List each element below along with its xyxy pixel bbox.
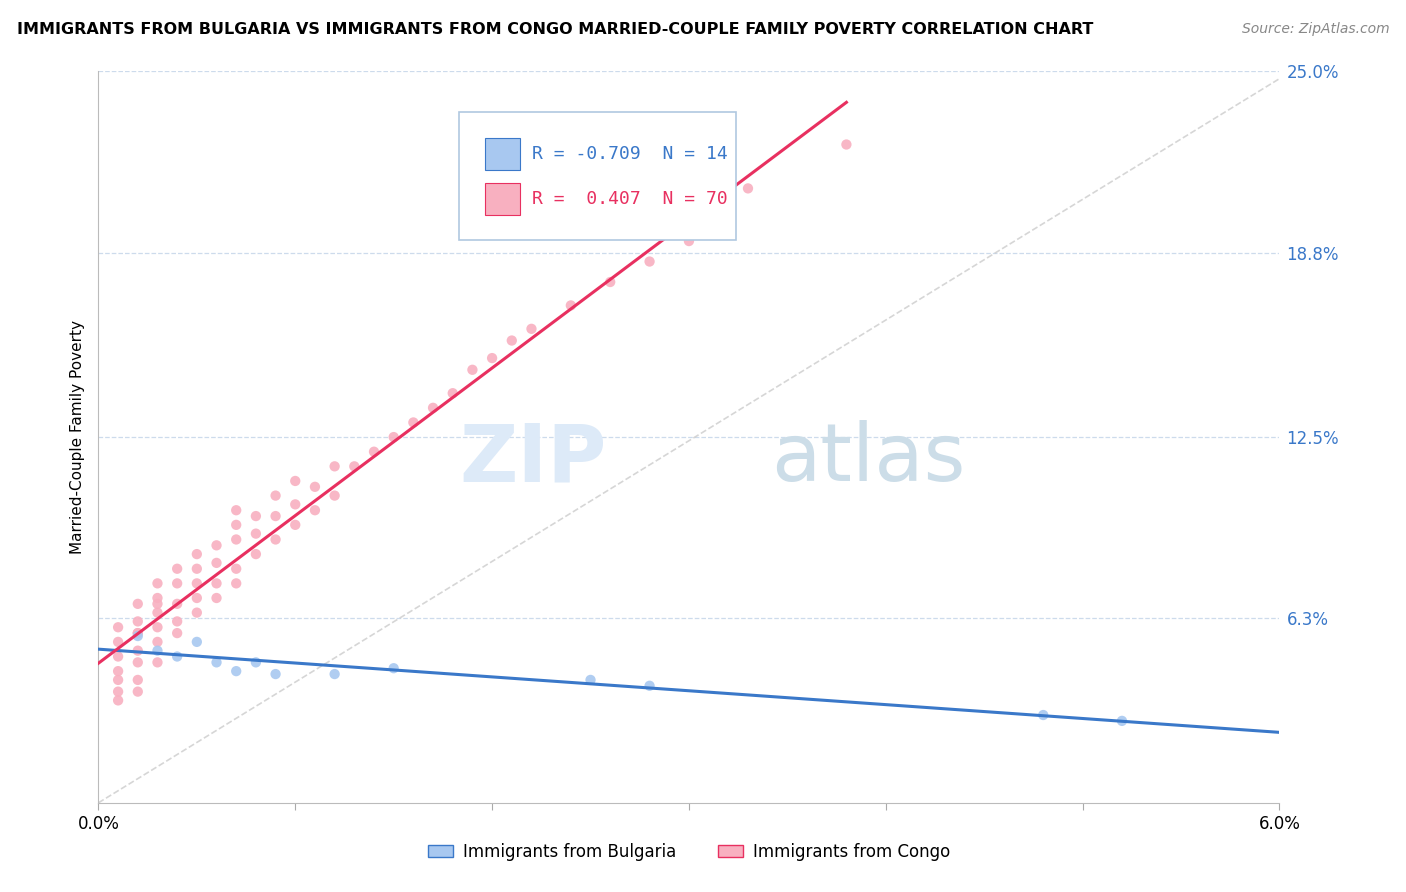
Point (560, 298, 582, 312)
Point (323, 459, 346, 474)
Text: atlas: atlas (772, 420, 966, 498)
Point (737, 181, 759, 195)
Legend: Immigrants from Bulgaria, Immigrants from Congo: Immigrants from Bulgaria, Immigrants fro… (422, 837, 956, 868)
Point (382, 430, 405, 444)
Point (284, 517, 307, 532)
Point (264, 509, 287, 524)
Point (599, 275, 621, 289)
Point (127, 656, 149, 670)
Point (127, 629, 149, 643)
Point (638, 254, 661, 268)
Point (107, 649, 129, 664)
Point (127, 626, 149, 640)
Point (205, 556, 228, 570)
Point (264, 533, 287, 547)
Point (146, 606, 169, 620)
Point (501, 334, 523, 348)
Point (225, 664, 247, 678)
Point (107, 620, 129, 634)
Point (264, 667, 287, 681)
Point (205, 656, 228, 670)
Point (127, 673, 149, 687)
Point (835, 137, 858, 152)
FancyBboxPatch shape (458, 112, 737, 240)
Point (146, 656, 169, 670)
Point (225, 517, 247, 532)
Point (245, 526, 267, 541)
Bar (485, 138, 520, 170)
Point (146, 591, 169, 605)
Point (166, 649, 188, 664)
Point (382, 661, 405, 675)
Point (146, 620, 169, 634)
Point (1032, 708, 1054, 723)
Point (245, 656, 267, 670)
Point (441, 386, 464, 401)
Point (107, 684, 129, 698)
Point (146, 576, 169, 591)
Point (245, 547, 267, 561)
Point (205, 576, 228, 591)
Text: IMMIGRANTS FROM BULGARIA VS IMMIGRANTS FROM CONGO MARRIED-COUPLE FAMILY POVERTY : IMMIGRANTS FROM BULGARIA VS IMMIGRANTS F… (17, 22, 1094, 37)
Point (127, 597, 149, 611)
Point (422, 401, 444, 415)
Point (225, 576, 247, 591)
Point (205, 538, 228, 552)
Point (225, 503, 247, 517)
Point (146, 597, 169, 611)
Point (107, 635, 129, 649)
Point (225, 533, 247, 547)
Point (186, 591, 208, 605)
Point (127, 615, 149, 629)
Point (323, 489, 346, 503)
Point (146, 635, 169, 649)
Y-axis label: Married-Couple Family Poverty: Married-Couple Family Poverty (69, 320, 84, 554)
Point (461, 363, 484, 377)
Point (186, 562, 208, 576)
Point (127, 643, 149, 657)
Point (245, 509, 267, 524)
Point (579, 673, 602, 687)
Point (107, 693, 129, 707)
Point (166, 597, 188, 611)
Point (363, 444, 385, 458)
Point (520, 322, 543, 336)
Point (146, 643, 169, 657)
Point (284, 474, 307, 488)
Point (304, 480, 326, 494)
Point (264, 489, 287, 503)
Text: R =  0.407  N = 70: R = 0.407 N = 70 (531, 190, 728, 209)
Point (402, 416, 425, 430)
Point (205, 591, 228, 605)
Point (186, 576, 208, 591)
Point (166, 615, 188, 629)
Point (127, 684, 149, 698)
Point (481, 351, 503, 365)
Point (166, 626, 188, 640)
Text: Source: ZipAtlas.com: Source: ZipAtlas.com (1241, 22, 1389, 37)
Point (107, 673, 129, 687)
Point (1111, 714, 1133, 728)
Point (107, 664, 129, 678)
Point (225, 562, 247, 576)
Point (343, 459, 366, 474)
Point (186, 635, 208, 649)
Point (638, 679, 661, 693)
Point (323, 667, 346, 681)
Point (678, 234, 700, 248)
Point (127, 626, 149, 640)
Point (166, 562, 188, 576)
Point (304, 503, 326, 517)
Text: ZIP: ZIP (458, 420, 606, 498)
Text: R = -0.709  N = 14: R = -0.709 N = 14 (531, 145, 728, 163)
Point (186, 547, 208, 561)
Point (166, 576, 188, 591)
Point (284, 497, 307, 511)
Point (186, 606, 208, 620)
Bar (485, 183, 520, 216)
